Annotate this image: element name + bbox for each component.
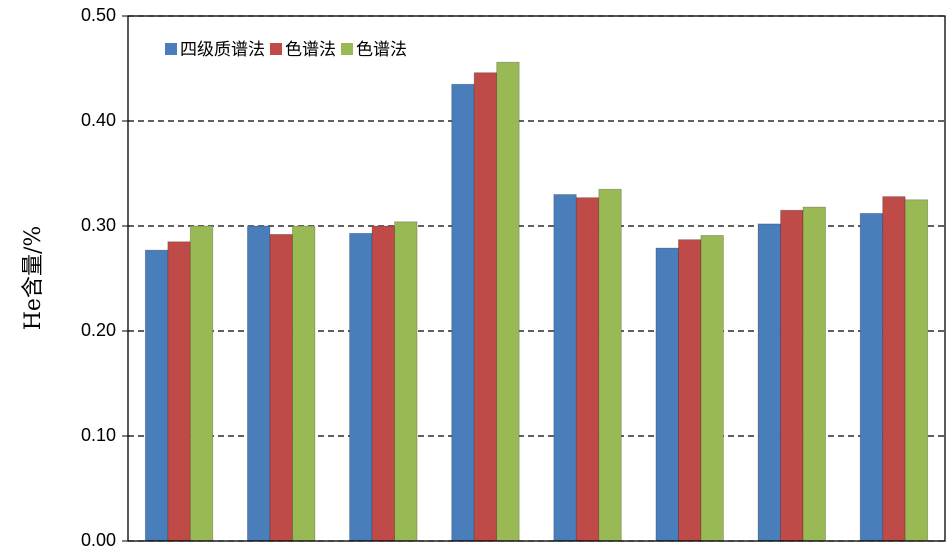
bar [189,225,214,542]
y-tick-label: 0.40 [81,110,116,130]
bar [473,72,498,542]
legend-swatch [270,43,282,55]
y-tick-label: 0.10 [81,425,116,445]
y-tick-label: 0.50 [81,5,116,25]
y-axis-label: He含量/% [21,226,46,331]
legend-label: 色谱法 [285,40,336,60]
bar [678,239,702,542]
bar [292,225,316,542]
bar [394,221,418,542]
bar [144,249,169,542]
bar [247,225,271,542]
plot-frame [127,15,946,542]
bar [859,212,884,542]
bar [904,199,929,542]
y-tick-label: 0.30 [81,215,116,235]
bar [269,233,293,542]
legend-swatch [341,43,353,55]
legend-label: 色谱法 [356,40,407,60]
y-tick-label: 0.00 [81,530,116,550]
bar [655,247,679,542]
y-tick-label: 0.20 [81,320,116,340]
bar [700,235,724,542]
legend-label: 四级质谱法 [180,40,265,60]
bar [451,83,475,542]
bar [349,232,373,542]
bar [757,223,781,542]
bar [371,225,395,542]
bar [496,61,520,542]
bar [553,194,577,542]
bar [802,206,826,542]
bar [167,241,191,542]
legend-swatch [165,43,177,55]
bar [882,196,906,542]
bar [598,188,622,542]
bar [575,197,600,542]
bar [780,209,804,542]
